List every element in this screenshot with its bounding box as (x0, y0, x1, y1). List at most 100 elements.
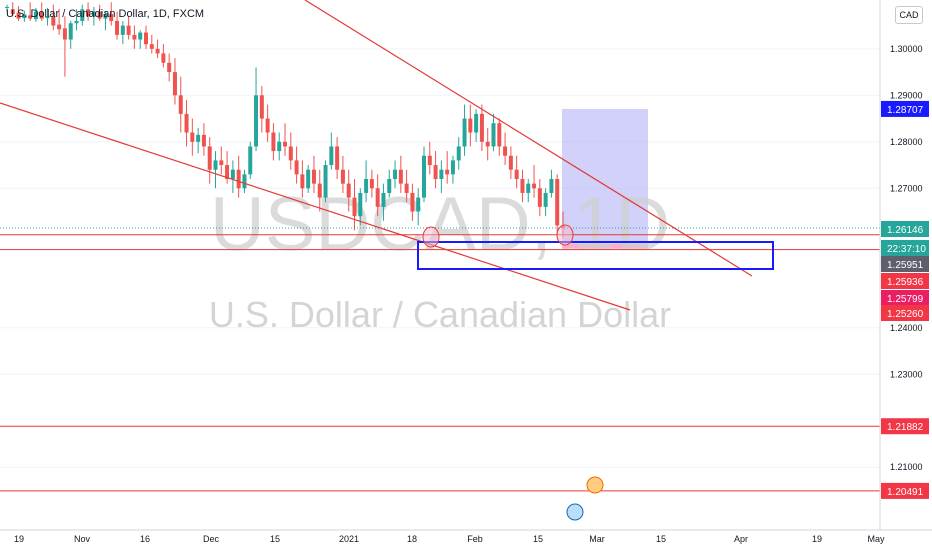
candle[interactable] (132, 25, 137, 49)
candle[interactable] (39, 2, 44, 21)
candle[interactable] (479, 104, 484, 152)
candle[interactable] (416, 188, 421, 226)
candle[interactable] (126, 16, 131, 40)
candle[interactable] (520, 169, 525, 203)
candle[interactable] (323, 160, 328, 203)
candle[interactable] (422, 146, 426, 203)
candle[interactable] (387, 169, 392, 198)
candle[interactable] (259, 86, 264, 133)
candle[interactable] (68, 20, 73, 49)
candle[interactable] (317, 169, 322, 212)
candle[interactable] (265, 104, 270, 142)
candle[interactable] (514, 155, 519, 189)
candle[interactable] (311, 155, 316, 193)
candle[interactable] (201, 123, 206, 156)
candle[interactable] (369, 169, 374, 198)
candle[interactable] (508, 146, 513, 179)
candle[interactable] (300, 160, 305, 198)
candle[interactable] (450, 155, 455, 184)
candle[interactable] (115, 11, 120, 40)
events-icon[interactable] (566, 476, 604, 521)
candle[interactable] (491, 113, 496, 152)
currency-badge[interactable]: CAD (895, 6, 923, 24)
candle[interactable] (219, 146, 224, 175)
candle[interactable] (549, 169, 554, 198)
candle[interactable] (149, 34, 154, 54)
candle[interactable] (184, 99, 189, 147)
candle[interactable] (196, 127, 201, 154)
candle[interactable] (364, 160, 369, 203)
candle[interactable] (497, 118, 502, 156)
candle[interactable] (190, 118, 195, 156)
candle[interactable] (74, 9, 79, 31)
candle[interactable] (16, 6, 21, 21)
candle[interactable] (80, 4, 85, 26)
candle[interactable] (28, 2, 33, 21)
candle[interactable] (427, 141, 432, 175)
candle[interactable] (283, 123, 287, 156)
candle[interactable] (404, 169, 409, 203)
candle[interactable] (62, 16, 67, 77)
candle[interactable] (410, 183, 415, 221)
candle[interactable] (537, 178, 542, 217)
candle[interactable] (155, 39, 160, 59)
candle[interactable] (526, 178, 531, 203)
candle[interactable] (468, 104, 473, 147)
candle[interactable] (207, 137, 212, 184)
candle[interactable] (91, 6, 96, 26)
candle[interactable] (103, 11, 108, 31)
candle[interactable] (271, 123, 276, 161)
candle[interactable] (439, 160, 444, 193)
candle[interactable] (138, 30, 143, 49)
candle[interactable] (445, 151, 450, 184)
candle[interactable] (340, 155, 345, 193)
candle[interactable] (474, 109, 479, 142)
candle[interactable] (398, 155, 403, 193)
candle[interactable] (456, 137, 461, 170)
candle[interactable] (503, 132, 508, 166)
candle[interactable] (433, 151, 438, 189)
candle[interactable] (213, 151, 218, 189)
candle[interactable] (22, 10, 27, 22)
candle[interactable] (485, 127, 490, 161)
candle[interactable] (236, 155, 241, 198)
candle[interactable] (543, 188, 548, 217)
candle[interactable] (86, 2, 91, 21)
candle[interactable] (329, 132, 334, 170)
candle[interactable] (33, 7, 38, 22)
candle[interactable] (352, 178, 357, 231)
candle[interactable] (167, 53, 172, 82)
candle[interactable] (462, 104, 467, 156)
candle[interactable] (375, 174, 380, 217)
candle[interactable] (294, 146, 299, 184)
candle[interactable] (225, 151, 230, 184)
candle[interactable] (277, 132, 282, 161)
candle[interactable] (45, 7, 50, 26)
candle[interactable] (306, 165, 311, 193)
candle[interactable] (10, 2, 15, 17)
candle[interactable] (5, 4, 9, 12)
candle[interactable] (335, 137, 340, 179)
candle[interactable] (144, 25, 148, 49)
candle[interactable] (381, 183, 386, 221)
candle[interactable] (248, 141, 253, 179)
candle[interactable] (288, 132, 293, 170)
candle[interactable] (346, 169, 351, 212)
candle[interactable] (555, 174, 560, 235)
candle[interactable] (57, 8, 62, 35)
candle[interactable] (230, 160, 235, 193)
candle[interactable] (254, 67, 259, 152)
candle[interactable] (109, 2, 114, 26)
candle[interactable] (178, 76, 183, 133)
candle[interactable] (532, 165, 537, 198)
candle[interactable] (242, 169, 247, 193)
candle[interactable] (97, 4, 102, 21)
candle[interactable] (120, 20, 125, 45)
candle[interactable] (358, 188, 363, 226)
candle[interactable] (51, 4, 56, 31)
candle[interactable] (161, 44, 166, 68)
candle[interactable] (172, 58, 177, 105)
candle[interactable] (393, 160, 398, 189)
